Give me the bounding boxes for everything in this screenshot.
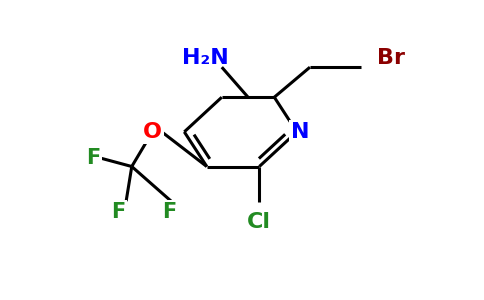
Text: F: F xyxy=(162,202,176,222)
Text: F: F xyxy=(111,202,126,222)
Text: Br: Br xyxy=(378,48,406,68)
Text: Cl: Cl xyxy=(247,212,272,232)
Text: N: N xyxy=(290,122,309,142)
Text: F: F xyxy=(86,148,101,168)
Text: H₂N: H₂N xyxy=(182,48,228,68)
Text: O: O xyxy=(143,122,162,142)
